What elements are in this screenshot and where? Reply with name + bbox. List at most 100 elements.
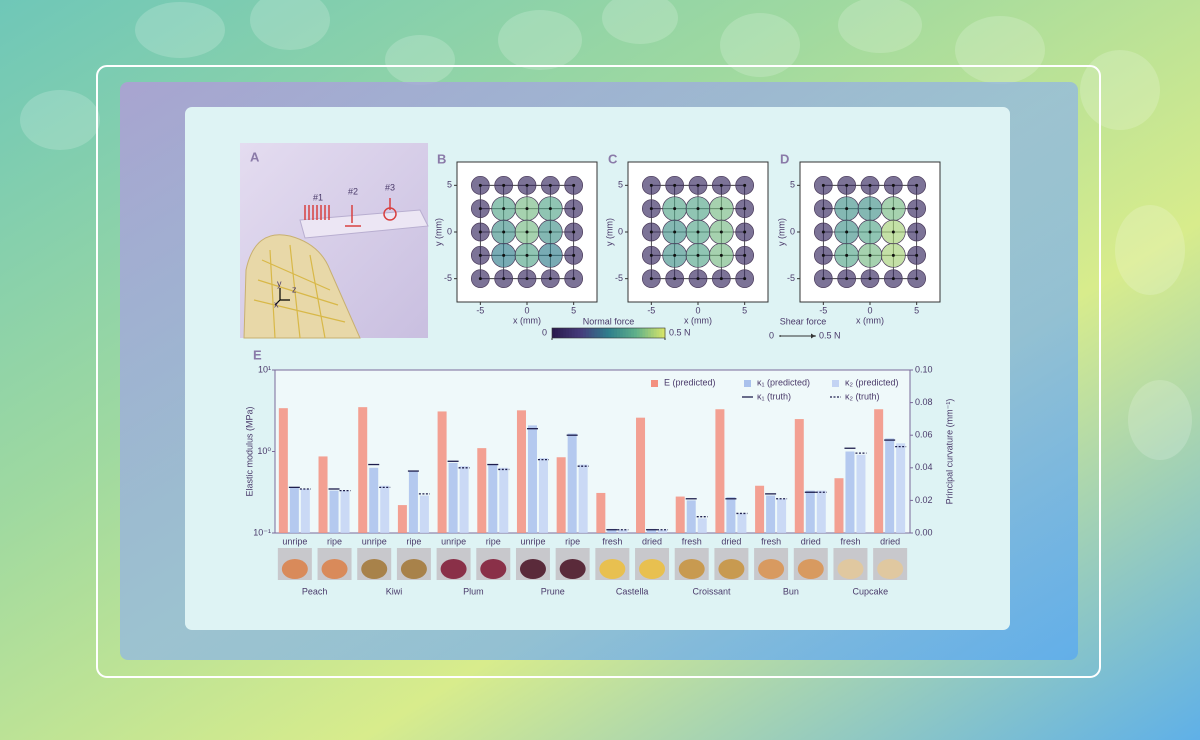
bar bbox=[618, 529, 628, 533]
node-dot bbox=[525, 207, 529, 211]
node-dot bbox=[719, 183, 723, 187]
category-label: unripe bbox=[441, 536, 466, 546]
node-dot bbox=[548, 277, 552, 281]
node-dot bbox=[891, 207, 895, 211]
x-tick-label: 5 bbox=[571, 305, 576, 315]
colorbar-step bbox=[614, 328, 618, 338]
colorbar-step bbox=[552, 328, 556, 338]
colorbar-step bbox=[611, 328, 615, 338]
bar bbox=[845, 451, 855, 533]
node-dot bbox=[868, 253, 872, 257]
sample-photo-item bbox=[559, 559, 586, 579]
node-dot bbox=[891, 253, 895, 257]
node-dot bbox=[845, 253, 849, 257]
node-dot bbox=[719, 253, 723, 257]
sample-photo-item bbox=[361, 559, 388, 579]
group-label: Plum bbox=[463, 586, 484, 596]
shear-arrowhead bbox=[811, 333, 815, 339]
colorbar-step bbox=[653, 328, 658, 338]
x-axis-label: x (mm) bbox=[513, 315, 541, 325]
node-dot bbox=[478, 253, 482, 257]
node-dot bbox=[673, 253, 677, 257]
colorbar-step bbox=[597, 328, 601, 338]
y2-tick-label: 0.02 bbox=[915, 495, 933, 505]
bar bbox=[318, 456, 328, 533]
node-dot bbox=[696, 183, 700, 187]
node-dot bbox=[548, 207, 552, 211]
node-dot bbox=[673, 183, 677, 187]
y-tick-label: 10⁰ bbox=[257, 446, 271, 456]
legend-swatch bbox=[744, 380, 751, 387]
legend-label: κ₂ (truth) bbox=[845, 391, 880, 401]
colorbar-step bbox=[605, 328, 609, 338]
sample-photo-item bbox=[440, 559, 467, 579]
colorbar-step bbox=[600, 328, 604, 338]
colorbar-step bbox=[631, 328, 635, 338]
node-dot bbox=[696, 230, 700, 234]
outer-frame bbox=[96, 65, 1101, 678]
node-dot bbox=[673, 207, 677, 211]
category-label: ripe bbox=[327, 536, 342, 546]
marker-label: #1 bbox=[313, 192, 323, 202]
sample-photo-item bbox=[599, 559, 626, 579]
legend-label: κ₁ (predicted) bbox=[757, 377, 810, 387]
colorbar-step bbox=[591, 328, 595, 338]
shear-title: Shear force bbox=[780, 316, 827, 326]
node-dot bbox=[696, 253, 700, 257]
bar bbox=[697, 518, 707, 533]
sample-photo-item bbox=[837, 559, 864, 579]
legend-label: κ₁ (truth) bbox=[757, 391, 791, 401]
panel-label: B bbox=[437, 151, 446, 166]
bar bbox=[658, 529, 668, 533]
colorbar-step bbox=[577, 328, 581, 338]
node-dot bbox=[845, 277, 849, 281]
node-dot bbox=[821, 230, 825, 234]
bar bbox=[794, 419, 804, 533]
colorbar-step bbox=[625, 328, 629, 338]
node-dot bbox=[525, 253, 529, 257]
bar bbox=[777, 498, 787, 533]
legend-swatch bbox=[832, 380, 839, 387]
y-axis-label: y (mm) bbox=[776, 218, 786, 246]
bar bbox=[380, 485, 390, 533]
bar bbox=[397, 505, 407, 533]
bar bbox=[448, 462, 458, 533]
bar bbox=[488, 464, 498, 533]
y2-tick-label: 0.06 bbox=[915, 430, 933, 440]
category-label: dried bbox=[880, 536, 900, 546]
sample-photo-item bbox=[281, 559, 308, 579]
y-tick-label: -5 bbox=[615, 273, 623, 283]
y-tick-label: 10¹ bbox=[258, 364, 271, 374]
node-dot bbox=[649, 230, 653, 234]
node-dot bbox=[845, 183, 849, 187]
bar bbox=[516, 410, 526, 533]
bar bbox=[686, 500, 696, 533]
colorbar-step bbox=[554, 328, 559, 338]
x-axis-label: x (mm) bbox=[684, 315, 712, 325]
bar bbox=[477, 448, 487, 533]
node-dot bbox=[649, 207, 653, 211]
colorbar-tick-label: 0 bbox=[542, 327, 547, 337]
sample-photo-item bbox=[480, 559, 507, 579]
x-tick-label: 0 bbox=[524, 305, 529, 315]
x-axis-label: x (mm) bbox=[856, 315, 884, 325]
node-dot bbox=[915, 253, 919, 257]
sample-photo-item bbox=[797, 559, 824, 579]
bar bbox=[437, 411, 447, 533]
x-tick-label: -5 bbox=[819, 305, 827, 315]
colorbar-step bbox=[645, 328, 649, 338]
node-dot bbox=[502, 207, 506, 211]
colorbar-step bbox=[585, 328, 590, 338]
y-tick-label: -5 bbox=[444, 273, 452, 283]
panel-label: C bbox=[608, 151, 618, 166]
node-dot bbox=[572, 230, 576, 234]
node-dot bbox=[478, 207, 482, 211]
axis-glyph-label: y bbox=[277, 278, 282, 288]
colorbar-step bbox=[616, 328, 621, 338]
group-label: Cupcake bbox=[853, 586, 889, 596]
node-dot bbox=[821, 207, 825, 211]
bar bbox=[596, 492, 606, 533]
bar bbox=[856, 454, 866, 533]
bar bbox=[419, 495, 429, 533]
node-dot bbox=[915, 183, 919, 187]
